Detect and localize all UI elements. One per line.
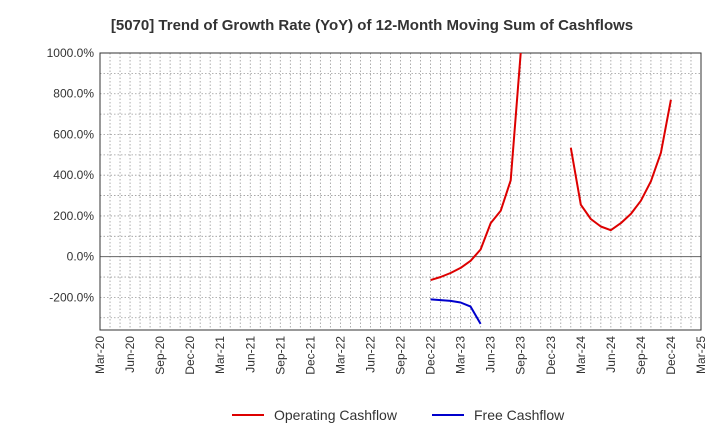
x-tick-label: Sep-23 — [514, 336, 528, 375]
axes: 1000.0% 800.0% 600.0% 400.0% 200.0% 0.0% -200.… — [47, 46, 708, 375]
x-tick-label: Dec-23 — [544, 336, 558, 375]
x-tick-label: Jun-24 — [604, 336, 618, 373]
x-tick-label: Jun-20 — [123, 336, 137, 373]
x-tick-label: Mar-25 — [694, 336, 708, 374]
x-tick-label: Mar-22 — [333, 336, 347, 374]
legend: Operating Cashflow Free Cashflow — [232, 407, 565, 423]
x-tick-label: Sep-20 — [153, 336, 167, 375]
x-tick-label: Mar-23 — [454, 336, 468, 374]
x-tick-label: Dec-22 — [424, 336, 438, 375]
series-line-free-cashflow — [430, 298, 482, 325]
legend-label: Operating Cashflow — [274, 407, 398, 423]
legend-label: Free Cashflow — [474, 407, 565, 423]
x-tick-label: Jun-23 — [484, 336, 498, 373]
y-tick-label: 400.0% — [53, 168, 94, 182]
y-tick-label: 600.0% — [53, 127, 94, 141]
x-tick-label: Mar-21 — [213, 336, 227, 374]
y-tick-label: 800.0% — [53, 87, 94, 101]
series-layer — [430, 53, 672, 325]
x-tick-label: Dec-24 — [664, 336, 678, 375]
x-tick-label: Sep-24 — [634, 336, 648, 375]
y-tick-label: 0.0% — [67, 250, 95, 264]
y-tick-label: -200.0% — [49, 290, 94, 304]
x-tick-label: Dec-21 — [303, 336, 317, 375]
y-tick-label: 200.0% — [53, 209, 94, 223]
x-tick-label: Mar-20 — [93, 336, 107, 374]
x-tick-label: Sep-22 — [394, 336, 408, 375]
series-line-operating-cashflow — [569, 99, 672, 232]
x-tick-label: Sep-21 — [273, 336, 287, 375]
x-tick-label: Jun-22 — [363, 336, 377, 373]
x-tick-label: Dec-20 — [183, 336, 197, 375]
x-tick-label: Jun-21 — [243, 336, 257, 373]
plot-frame — [99, 52, 702, 331]
y-tick-label: 1000.0% — [47, 46, 95, 60]
grid — [99, 52, 702, 330]
series-line-operating-cashflow — [430, 53, 522, 282]
x-tick-label: Mar-24 — [574, 336, 588, 374]
chart-title: [5070] Trend of Growth Rate (YoY) of 12-… — [111, 17, 633, 34]
